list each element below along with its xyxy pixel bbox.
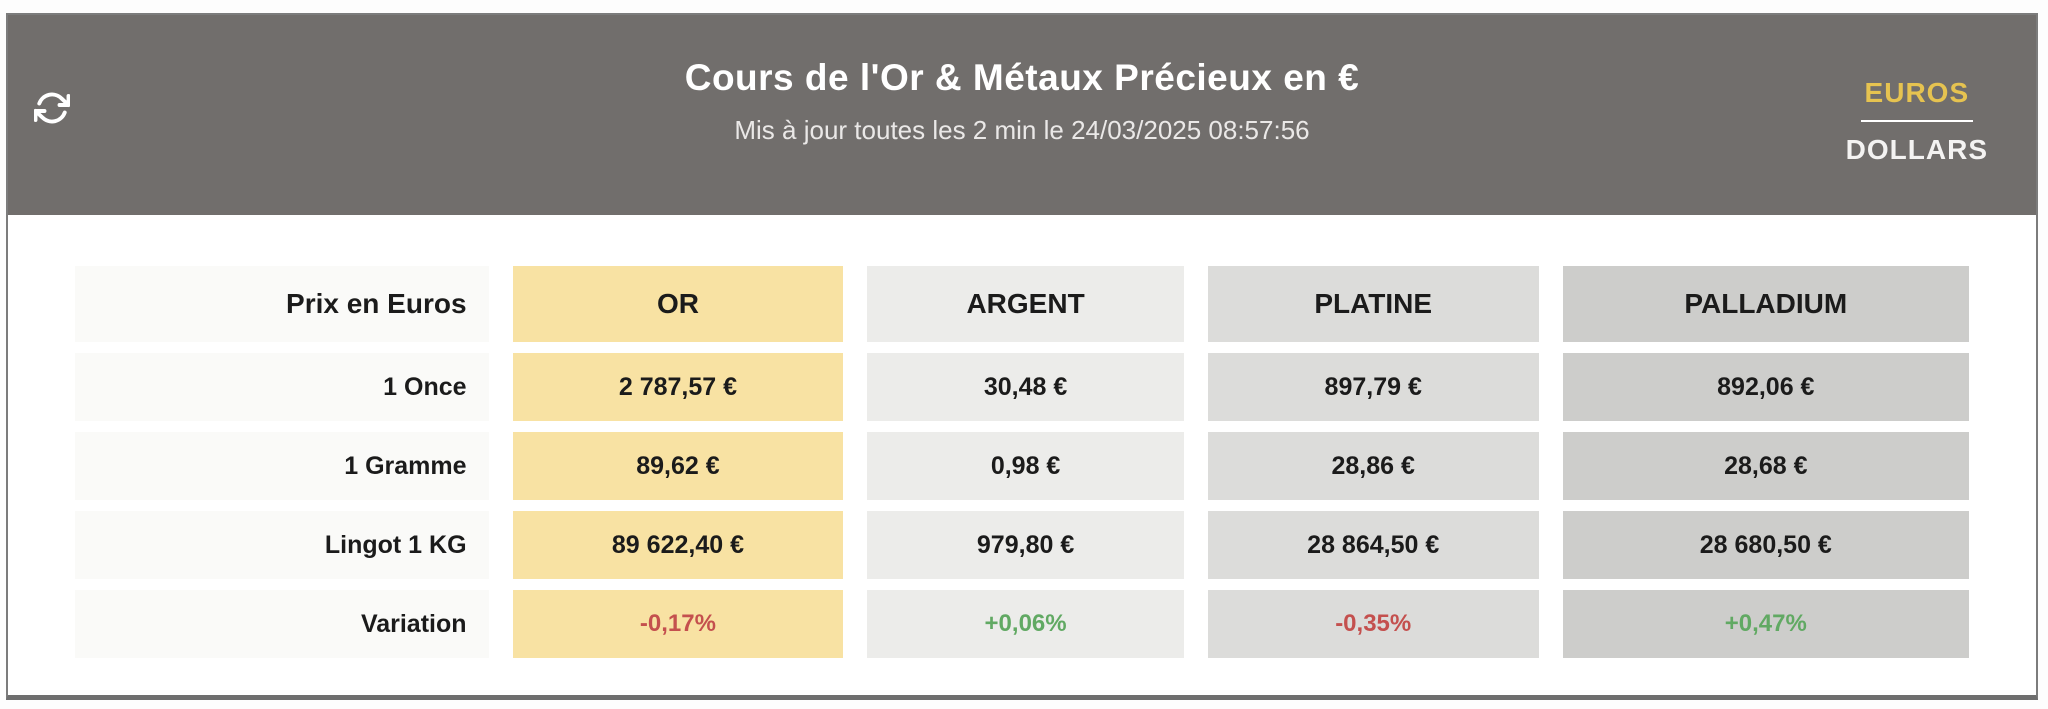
price-lingot-argent: 979,80 € (867, 511, 1184, 579)
precious-metals-widget: Cours de l'Or & Métaux Précieux en € Mis… (6, 13, 2038, 700)
price-once-or: 2 787,57 € (512, 353, 844, 421)
price-gramme-argent: 0,98 € (867, 432, 1184, 500)
refresh-icon (33, 92, 71, 129)
row-label-gramme: 1 Gramme (75, 432, 489, 500)
price-once-palladium: 892,06 € (1562, 353, 1969, 421)
row-label-lingot: Lingot 1 KG (75, 511, 489, 579)
column-header-argent: ARGENT (867, 266, 1184, 342)
variation-platine: -0,35% (1207, 590, 1539, 658)
price-gramme-palladium: 28,68 € (1562, 432, 1969, 500)
row-label-once: 1 Once (75, 353, 489, 421)
table-row-gramme: 1 Gramme 89,62 € 0,98 € 28,86 € 28,68 € (75, 432, 1969, 500)
table-row-lingot: Lingot 1 KG 89 622,40 € 979,80 € 28 864,… (75, 511, 1969, 579)
column-header-palladium: PALLADIUM (1562, 266, 1969, 342)
currency-toggle: EUROS DOLLARS (1846, 77, 1988, 166)
corner-label: Prix en Euros (75, 266, 489, 342)
widget-header: Cours de l'Or & Métaux Précieux en € Mis… (8, 15, 2036, 215)
row-label-variation: Variation (75, 590, 489, 658)
refresh-button[interactable] (30, 87, 74, 131)
column-header-or: OR (512, 266, 844, 342)
variation-argent: +0,06% (867, 590, 1184, 658)
variation-or: -0,17% (512, 590, 844, 658)
prices-table: Prix en Euros OR ARGENT PLATINE PALLADIU… (51, 255, 1993, 669)
price-gramme-platine: 28,86 € (1207, 432, 1539, 500)
column-header-platine: PLATINE (1207, 266, 1539, 342)
price-once-argent: 30,48 € (867, 353, 1184, 421)
table-header-row: Prix en Euros OR ARGENT PLATINE PALLADIU… (75, 266, 1969, 342)
currency-tab-dollars[interactable]: DOLLARS (1845, 134, 1988, 165)
price-lingot-palladium: 28 680,50 € (1562, 511, 1969, 579)
page-title: Cours de l'Or & Métaux Précieux en € (684, 57, 1360, 98)
prices-table-container: Prix en Euros OR ARGENT PLATINE PALLADIU… (8, 215, 2036, 669)
price-gramme-or: 89,62 € (512, 432, 844, 500)
price-once-platine: 897,79 € (1207, 353, 1539, 421)
price-lingot-platine: 28 864,50 € (1207, 511, 1539, 579)
variation-palladium: +0,47% (1562, 590, 1969, 658)
currency-tab-euros[interactable]: EUROS (1864, 77, 1970, 108)
currency-divider (1860, 120, 1973, 122)
table-row-once: 1 Once 2 787,57 € 30,48 € 897,79 € 892,0… (75, 353, 1969, 421)
table-row-variation: Variation -0,17% +0,06% -0,35% +0,47% (75, 590, 1969, 658)
last-updated-text: Mis à jour toutes les 2 min le 24/03/202… (734, 115, 1310, 145)
price-lingot-or: 89 622,40 € (512, 511, 844, 579)
